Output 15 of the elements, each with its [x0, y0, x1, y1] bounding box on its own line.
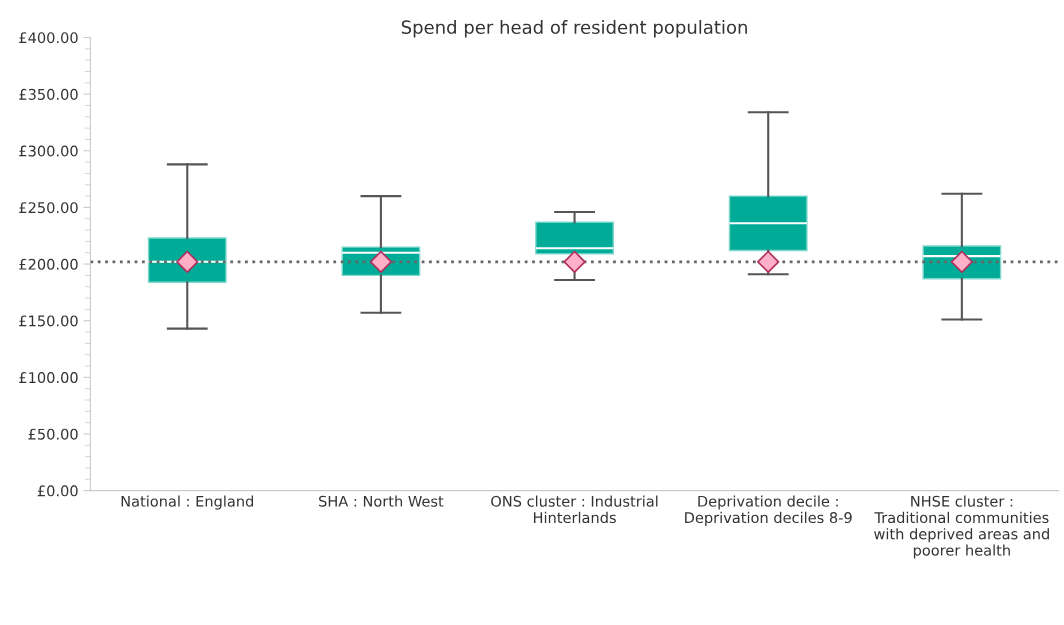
y-tick-label: £150.00 — [19, 315, 78, 327]
y-tick-label: £0.00 — [37, 485, 78, 497]
y-tick-label: £200.00 — [19, 258, 78, 270]
y-tick-label: £250.00 — [19, 202, 78, 214]
chart-title: Spend per head of resident population — [401, 20, 747, 38]
y-tick-label: £400.00 — [19, 32, 78, 44]
x-tick-label: Deprivation decile : Deprivation deciles 8-9 — [685, 495, 852, 526]
y-tick-label: £300.00 — [19, 145, 78, 157]
x-tick-label: NHSE cluster : Traditional communities with deprived areas and poorer health — [874, 495, 1049, 559]
x-tick-label: National : England — [121, 495, 254, 510]
y-tick-label: £50.00 — [28, 428, 78, 440]
x-tick-label: ONS cluster : Industrial Hinterlands — [491, 495, 658, 524]
y-tick-label: £100.00 — [19, 372, 78, 384]
y-tick-label: £350.00 — [19, 88, 78, 100]
x-tick-label: SHA : North West — [319, 495, 444, 507]
